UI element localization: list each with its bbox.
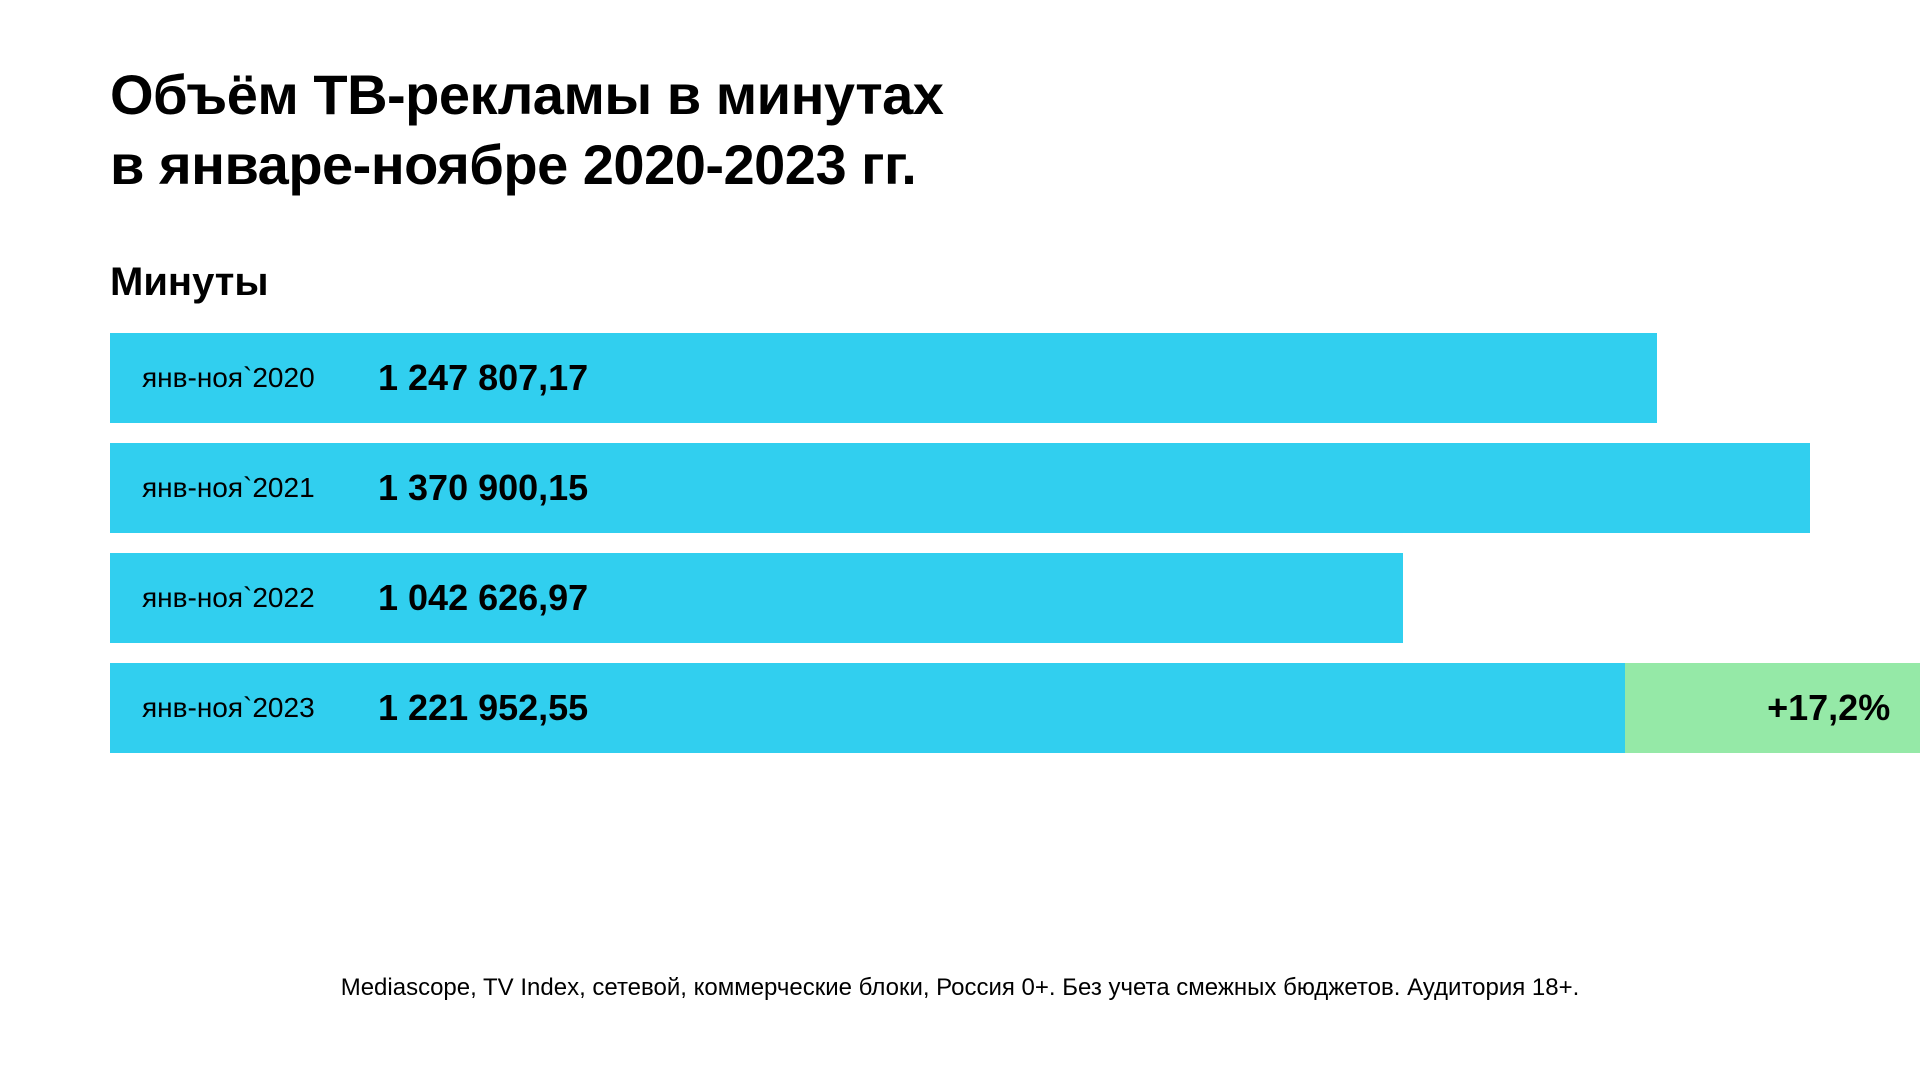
delta-label: +17,2% [1767,687,1890,729]
bar: янв-ноя`20231 221 952,55 [110,663,1625,753]
chart-footnote: Mediascope, TV Index, сетевой, коммерчес… [110,974,1810,1040]
title-line-1: Объём ТВ-рекламы в минутах [110,63,943,126]
bar-period-label: янв-ноя`2022 [110,582,370,614]
bar: янв-ноя`20201 247 807,17 [110,333,1657,423]
title-line-2: в январе-ноябре 2020-2023 гг. [110,133,916,196]
bar: янв-ноя`20221 042 626,97 [110,553,1403,643]
chart-subtitle: Минуты [110,260,1810,305]
bar-value-label: 1 370 900,15 [370,467,588,509]
bar-period-label: янв-ноя`2020 [110,362,370,394]
bar: янв-ноя`20211 370 900,15 [110,443,1810,533]
bar-period-label: янв-ноя`2021 [110,472,370,504]
delta-label-wrap: +17,2% [1625,663,1920,753]
bar-row: янв-ноя`20211 370 900,15 [110,443,1810,533]
slide: Объём ТВ-рекламы в минутах в январе-нояб… [0,0,1920,1080]
chart-title: Объём ТВ-рекламы в минутах в январе-нояб… [110,60,1810,200]
bar-row: +17,2%янв-ноя`20231 221 952,55 [110,663,1810,753]
bar-value-label: 1 247 807,17 [370,357,588,399]
bar-chart: янв-ноя`20201 247 807,17 янв-ноя`20211 37… [110,333,1810,753]
bar-period-label: янв-ноя`2023 [110,692,370,724]
bar-row: янв-ноя`20201 247 807,17 [110,333,1810,423]
bar-row: янв-ноя`20221 042 626,97 [110,553,1810,643]
bar-value-label: 1 221 952,55 [370,687,588,729]
bar-value-label: 1 042 626,97 [370,577,588,619]
